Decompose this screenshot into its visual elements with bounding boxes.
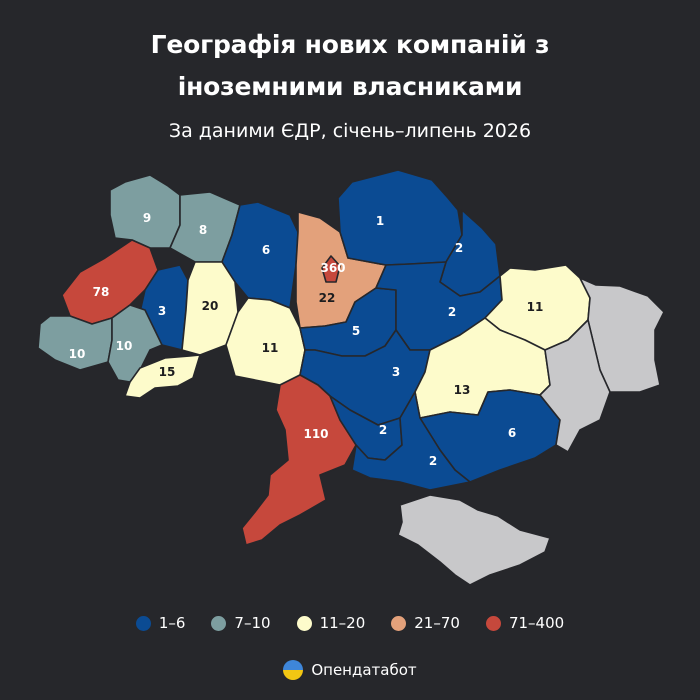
legend-item-71-400: 71–400: [485, 614, 565, 632]
label-mykolaiv: 2: [379, 423, 387, 437]
legend-swatch: [485, 615, 501, 631]
legend-item-7-10: 7–10: [211, 614, 271, 632]
label-khmelnytskyi: 20: [202, 299, 219, 313]
legend-label: 21–70: [414, 614, 460, 632]
label-ternopil: 3: [158, 304, 166, 318]
brand-name: Опендатабот: [311, 661, 417, 679]
label-chernivtsi: 15: [159, 365, 176, 379]
legend-label: 11–20: [319, 614, 366, 632]
label-ivano-frankivsk: 10: [116, 339, 133, 353]
label-kyiv-oblast: 22: [319, 291, 336, 305]
region-zakarpattia[interactable]: [37, 315, 113, 371]
label-vinnytsia: 11: [262, 341, 279, 355]
label-sumy: 2: [455, 241, 463, 255]
title-line-2: іноземними власниками: [177, 72, 523, 101]
region-donetsk[interactable]: [539, 319, 611, 453]
legend-label: 1–6: [158, 614, 186, 632]
legend-label: 7–10: [234, 614, 271, 632]
label-zhytomyr: 6: [262, 243, 270, 257]
region-crimea[interactable]: [397, 494, 551, 586]
title-line-1: Географія нових компаній з: [150, 30, 550, 59]
label-dnipropetrovsk: 13: [454, 383, 471, 397]
regions-layer: [37, 169, 665, 586]
legend-swatch: [211, 615, 227, 631]
label-kherson: 2: [429, 454, 437, 468]
legend-item-11-20: 11–20: [296, 614, 366, 632]
label-kyiv-city: 360: [320, 261, 345, 275]
legend: 1–6 7–10 11–20 21–70 71–400: [0, 611, 700, 635]
label-rivne: 8: [199, 223, 207, 237]
label-zakarpattia: 10: [69, 347, 86, 361]
label-cherkasy: 5: [352, 324, 360, 338]
legend-swatch: [391, 615, 407, 631]
label-kirovohrad: 3: [392, 365, 400, 379]
label-volyn: 9: [143, 211, 151, 225]
label-kharkiv: 11: [527, 300, 544, 314]
brand-footer: Опендатабот: [0, 656, 700, 684]
label-lviv: 78: [93, 285, 110, 299]
region-chernivtsi[interactable]: [124, 354, 201, 399]
opendatabot-logo-icon: [283, 660, 304, 680]
label-chernihiv: 1: [376, 214, 384, 228]
label-zaporizhzhia: 6: [508, 426, 516, 440]
region-kyiv-city[interactable]: [321, 255, 341, 283]
legend-swatch: [135, 615, 151, 631]
legend-label: 71–400: [508, 614, 565, 632]
map-title: Географія нових компаній з іноземними вл…: [0, 24, 700, 108]
legend-swatch: [296, 615, 312, 631]
label-odesa: 110: [303, 427, 328, 441]
label-poltava: 2: [448, 305, 456, 319]
legend-item-21-70: 21–70: [391, 614, 460, 632]
region-labels: 9 8 6 360 22 1 2 78 3 20 11 5 2 11 10 10…: [69, 211, 544, 468]
region-chernihiv[interactable]: [337, 169, 463, 266]
region-kherson[interactable]: [351, 391, 471, 491]
map-subtitle: За даними ЄДР, січень–липень 2026: [168, 120, 532, 142]
legend-item-1-6: 1–6: [135, 614, 186, 632]
